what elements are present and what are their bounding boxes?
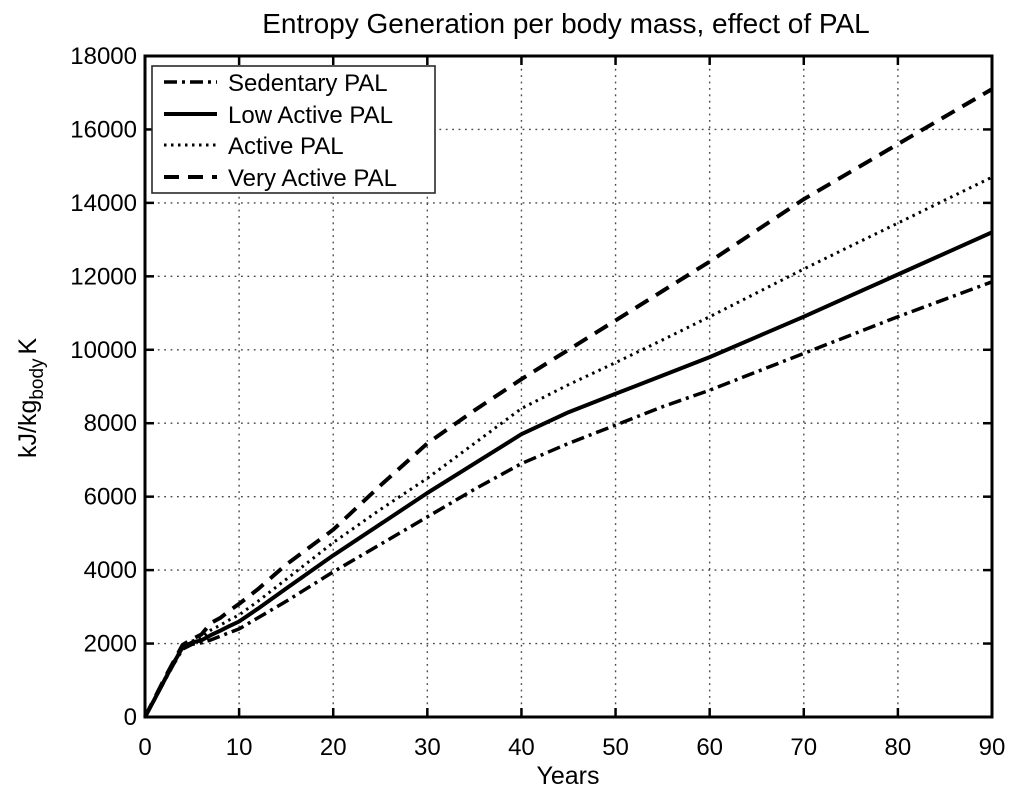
legend-label: Sedentary PAL — [228, 70, 388, 97]
legend-box — [151, 65, 436, 194]
legend-item-active-pal: Active PAL — [164, 133, 344, 160]
axis-ticks — [143, 54, 994, 719]
x-tick-label: 0 — [138, 734, 151, 761]
y-tick-label: 0 — [124, 704, 137, 731]
y-tick-label: 6000 — [84, 484, 137, 511]
x-tick-label: 80 — [885, 734, 912, 761]
x-tick-label: 20 — [320, 734, 347, 761]
legend-item-low-active-pal: Low Active PAL — [164, 102, 393, 129]
y-axis-label-subscript: body — [27, 358, 48, 400]
y-axis-label-prefix: kJ/kg — [14, 400, 42, 458]
series-line-sedentary-pal — [143, 280, 993, 718]
y-tick-label: 2000 — [84, 631, 137, 658]
y-tick-label: 16000 — [70, 116, 137, 143]
x-tick-label: 10 — [226, 734, 253, 761]
x-tick-label: 60 — [696, 734, 723, 761]
x-axis-label: Years — [536, 762, 599, 790]
y-tick-label: 10000 — [70, 337, 137, 364]
series-line-active-pal — [143, 175, 993, 718]
y-tick-label: 4000 — [84, 557, 137, 584]
y-tick-label: 8000 — [84, 410, 137, 437]
legend-label: Very Active PAL — [228, 165, 397, 192]
y-tick-label: 12000 — [70, 263, 137, 290]
tick-labels: 0 10 20 30 40 50 60 70 80 90 0 2000 4000 6000 8000 1000… — [70, 43, 1005, 761]
series-line-very-active-pal — [143, 87, 994, 718]
y-axis-label-suffix: K — [14, 337, 42, 354]
legend-label: Low Active PAL — [228, 102, 393, 129]
plot-border — [143, 54, 994, 719]
y-tick-label: 18000 — [70, 43, 137, 70]
y-tick-label: 14000 — [70, 190, 137, 217]
series-line-low-active-pal — [143, 230, 993, 718]
x-tick-label: 90 — [979, 734, 1006, 761]
x-tick-label: 40 — [508, 734, 535, 761]
legend-item-sedentary-pal: Sedentary PAL — [164, 70, 388, 97]
x-tick-label: 50 — [602, 734, 629, 761]
legend-item-very-active-pal: Very Active PAL — [164, 165, 397, 192]
series-lines — [143, 87, 994, 718]
y-axis-label: kJ/kgbody K — [14, 337, 48, 458]
x-tick-label: 30 — [414, 734, 441, 761]
legend-label: Active PAL — [228, 133, 344, 160]
legend: Sedentary PAL Low Active PAL Active PAL … — [151, 65, 436, 194]
chart-title: Entropy Generation per body mass, effect… — [262, 8, 870, 39]
x-tick-label: 70 — [790, 734, 817, 761]
